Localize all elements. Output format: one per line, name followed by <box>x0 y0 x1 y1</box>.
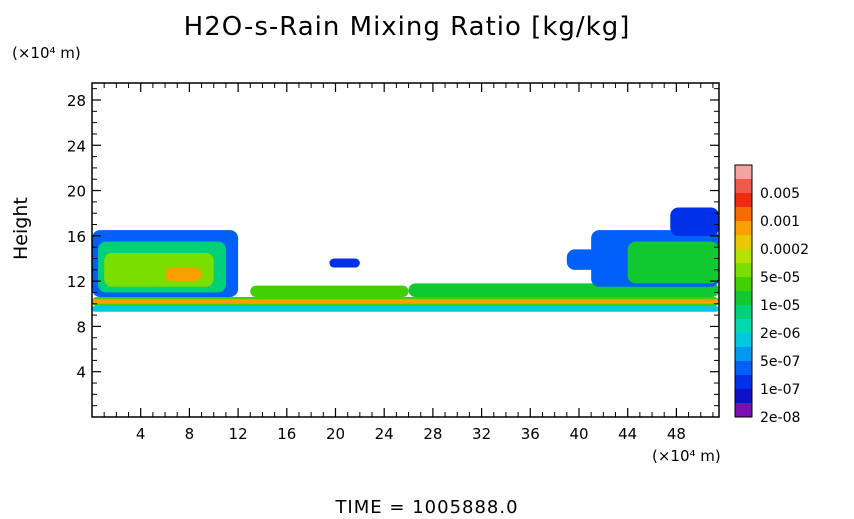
field-region-9 <box>329 258 360 268</box>
x-tick-label: 12 <box>229 425 248 443</box>
colorbar-label: 0.0002 <box>760 242 809 258</box>
x-axis-unit: (×10⁴ m) <box>652 447 721 465</box>
y-tick-label: 20 <box>67 183 86 201</box>
colorbar-swatch <box>735 291 752 306</box>
colorbar-label: 0.005 <box>760 186 800 202</box>
colorbar-label: 1e-07 <box>760 382 800 398</box>
colorbar-swatch <box>735 403 752 418</box>
x-tick-label: 4 <box>136 425 146 443</box>
x-tick-label: 8 <box>185 425 195 443</box>
x-tick-label: 32 <box>472 425 491 443</box>
x-tick-label: 48 <box>667 425 686 443</box>
y-tick-label: 12 <box>67 273 86 291</box>
plot-frame <box>91 82 720 418</box>
colorbar-swatch <box>735 319 752 334</box>
colorbar-label: 5e-07 <box>760 354 800 370</box>
chart-title: H2O-s-Rain Mixing Ratio [kg/kg] <box>183 12 631 42</box>
colorbar-swatch <box>735 347 752 362</box>
x-tick-label: 40 <box>569 425 588 443</box>
colorbar-swatch <box>735 235 752 250</box>
x-tick-label: 36 <box>521 425 540 443</box>
field-region-7 <box>250 285 409 297</box>
y-tick-label: 8 <box>76 318 86 336</box>
colorbar-swatch <box>735 333 752 348</box>
data-field-layer <box>92 207 719 312</box>
colorbar-label: 2e-06 <box>760 326 800 342</box>
y-axis-unit: (×10⁴ m) <box>12 44 81 62</box>
time-value: 1005888.0 <box>412 497 519 518</box>
colorbar-swatch <box>735 193 752 208</box>
colorbar-frame <box>734 164 753 418</box>
colorbar-swatch <box>735 375 752 390</box>
colorbar-swatch <box>735 277 752 292</box>
field-region-6 <box>165 267 202 282</box>
x-tick-label: 24 <box>375 425 394 443</box>
colorbar-swatch <box>735 165 752 180</box>
colorbar-swatch <box>735 179 752 194</box>
colorbar-label: 5e-05 <box>760 270 800 286</box>
y-tick-label: 4 <box>76 364 86 382</box>
colorbar-label: 2e-08 <box>760 410 800 426</box>
x-tick-label: 20 <box>326 425 345 443</box>
colorbar-swatch <box>735 305 752 320</box>
colorbar-swatch <box>735 207 752 222</box>
y-tick-label: 16 <box>67 228 86 246</box>
y-tick-label: 24 <box>67 137 86 155</box>
colorbar-swatch <box>735 389 752 404</box>
colorbar-swatch <box>735 249 752 264</box>
colorbar-swatch <box>735 263 752 278</box>
field-region-2 <box>92 299 719 304</box>
time-equals: = <box>389 497 406 518</box>
colorbar-label: 0.001 <box>760 214 800 230</box>
field-region-0 <box>92 306 719 312</box>
colorbar: 0.005 0.001 0.0002 5e-05 1e-05 2e-06 5e-07 1e-0… <box>734 164 809 426</box>
time-readout: TIME = 1005888.0 <box>0 497 854 518</box>
y-tick-label: 28 <box>67 92 86 110</box>
colorbar-swatch <box>735 221 752 236</box>
x-tick-label: 16 <box>277 425 296 443</box>
field-region-12 <box>627 241 719 284</box>
time-label: TIME <box>335 497 383 518</box>
x-tick-label: 44 <box>618 425 637 443</box>
colorbar-swatch <box>735 361 752 376</box>
colorbar-label: 1e-05 <box>760 298 800 314</box>
x-tick-label: 28 <box>423 425 442 443</box>
field-region-13 <box>670 207 719 236</box>
